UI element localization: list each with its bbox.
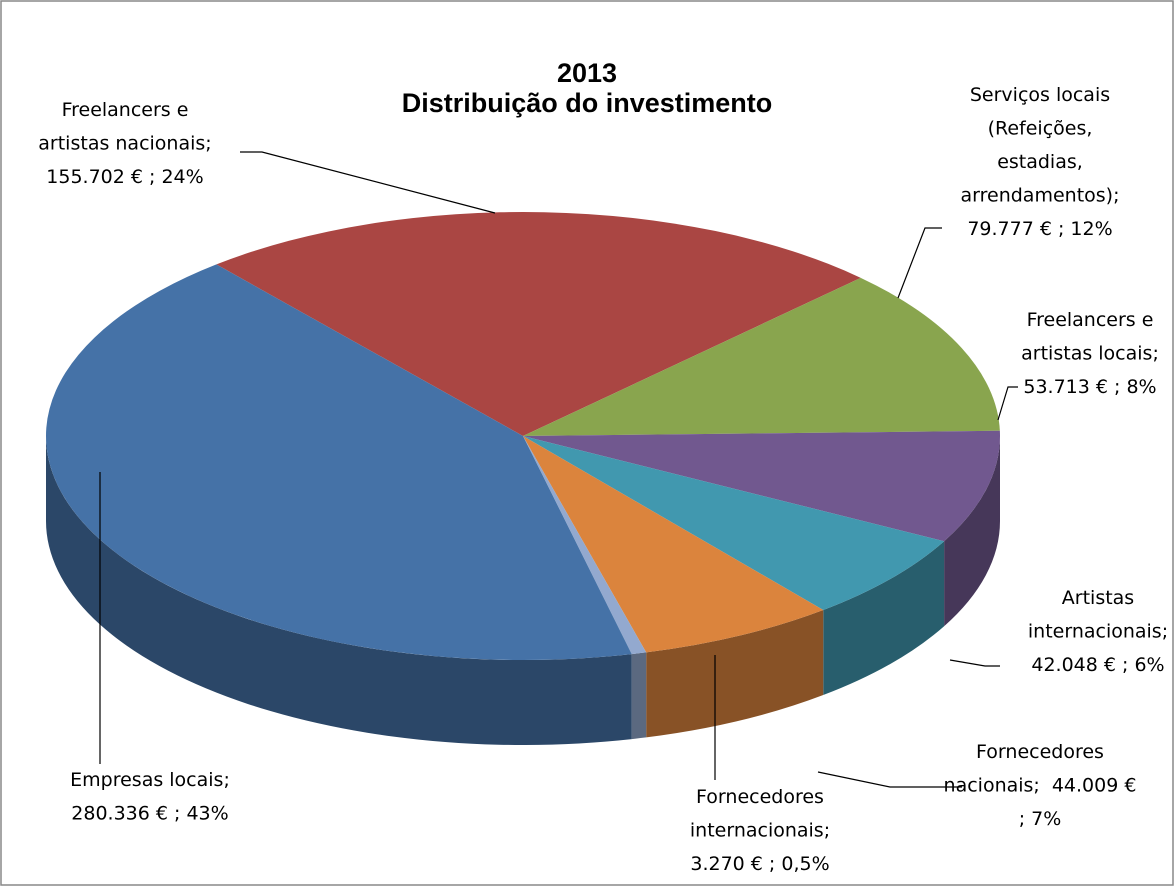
data-label: internacionais;	[1028, 620, 1168, 642]
data-label-part: Freelancers e	[62, 99, 189, 121]
data-label-part: internacionais;	[1028, 620, 1168, 642]
slice-side	[646, 610, 824, 738]
data-label: 280.336 € ; 43%	[71, 802, 228, 824]
data-label: ; 7%	[1019, 808, 1062, 830]
leader-line	[240, 151, 496, 214]
data-label-part: arrendamentos);	[961, 184, 1120, 206]
data-label-part: 44.009 €	[1052, 774, 1137, 796]
data-label: Freelancers e	[1027, 309, 1154, 331]
data-label: 79.777 € ; 12%	[967, 218, 1112, 240]
chart-title: Distribuição do investimento	[402, 88, 773, 118]
slice	[523, 436, 647, 655]
data-label: Serviços locais	[970, 84, 1110, 106]
data-label-part: 280.336 € ; 43%	[71, 802, 228, 824]
data-label: arrendamentos);	[961, 184, 1120, 206]
data-label-part: nacionais;	[944, 774, 1040, 796]
data-label: internacionais;	[690, 819, 830, 841]
data-label-part: 42.048 € ; 6%	[1031, 654, 1164, 676]
data-label-part: artistas nacionais;	[38, 132, 211, 154]
data-label-part: artistas locais;	[1021, 342, 1159, 364]
data-label-part: 155.702 € ; 24%	[46, 166, 203, 188]
slice	[523, 277, 1000, 436]
data-label-part: 53.713 € ; 8%	[1023, 376, 1156, 398]
data-label: 53.713 € ; 8%	[1023, 376, 1156, 398]
data-label: artistas locais;	[1021, 342, 1159, 364]
slice-side	[823, 541, 945, 696]
data-label: estadias,	[997, 151, 1083, 173]
data-label: 3.270 € ; 0,5%	[690, 853, 829, 875]
data-label-part: 79.777 € ; 12%	[967, 218, 1112, 240]
data-label: Fornecedores	[696, 786, 824, 808]
slice	[523, 430, 1000, 542]
data-label: 155.702 € ; 24%	[46, 166, 203, 188]
data-label-part: Artistas	[1062, 587, 1134, 609]
slice-side	[46, 436, 632, 745]
data-label-part: Empresas locais;	[70, 769, 230, 791]
data-label: Fornecedores	[976, 741, 1104, 763]
leader-line	[949, 659, 1000, 667]
data-label-part: Fornecedores	[976, 741, 1104, 763]
slice	[523, 436, 824, 653]
data-label-part: ; 7%	[1019, 808, 1062, 830]
data-label: nacionais; 44.009 €	[944, 774, 1137, 796]
data-label: artistas nacionais;	[38, 132, 211, 154]
chart-title: 2013	[557, 58, 617, 88]
data-label-part: estadias,	[997, 151, 1083, 173]
data-label-part: internacionais;	[690, 819, 830, 841]
data-label: Freelancers e	[62, 99, 189, 121]
data-label-part: Serviços locais	[970, 84, 1110, 106]
leader-line	[897, 227, 942, 299]
data-label: Artistas	[1062, 587, 1134, 609]
slice	[45, 264, 632, 661]
data-label: Empresas locais;	[70, 769, 230, 791]
data-label-part: Freelancers e	[1027, 309, 1154, 331]
data-label: 42.048 € ; 6%	[1031, 654, 1164, 676]
slice	[523, 436, 945, 611]
slice	[216, 211, 861, 436]
slice-side	[631, 652, 647, 740]
leader-line	[997, 386, 1018, 421]
leader-line	[817, 771, 962, 788]
data-label-part: 3.270 € ; 0,5%	[690, 853, 829, 875]
data-label-part: (Refeições,	[988, 117, 1093, 139]
slice-side	[944, 436, 1000, 627]
data-label: (Refeições,	[988, 117, 1093, 139]
data-label-part: Fornecedores	[696, 786, 824, 808]
